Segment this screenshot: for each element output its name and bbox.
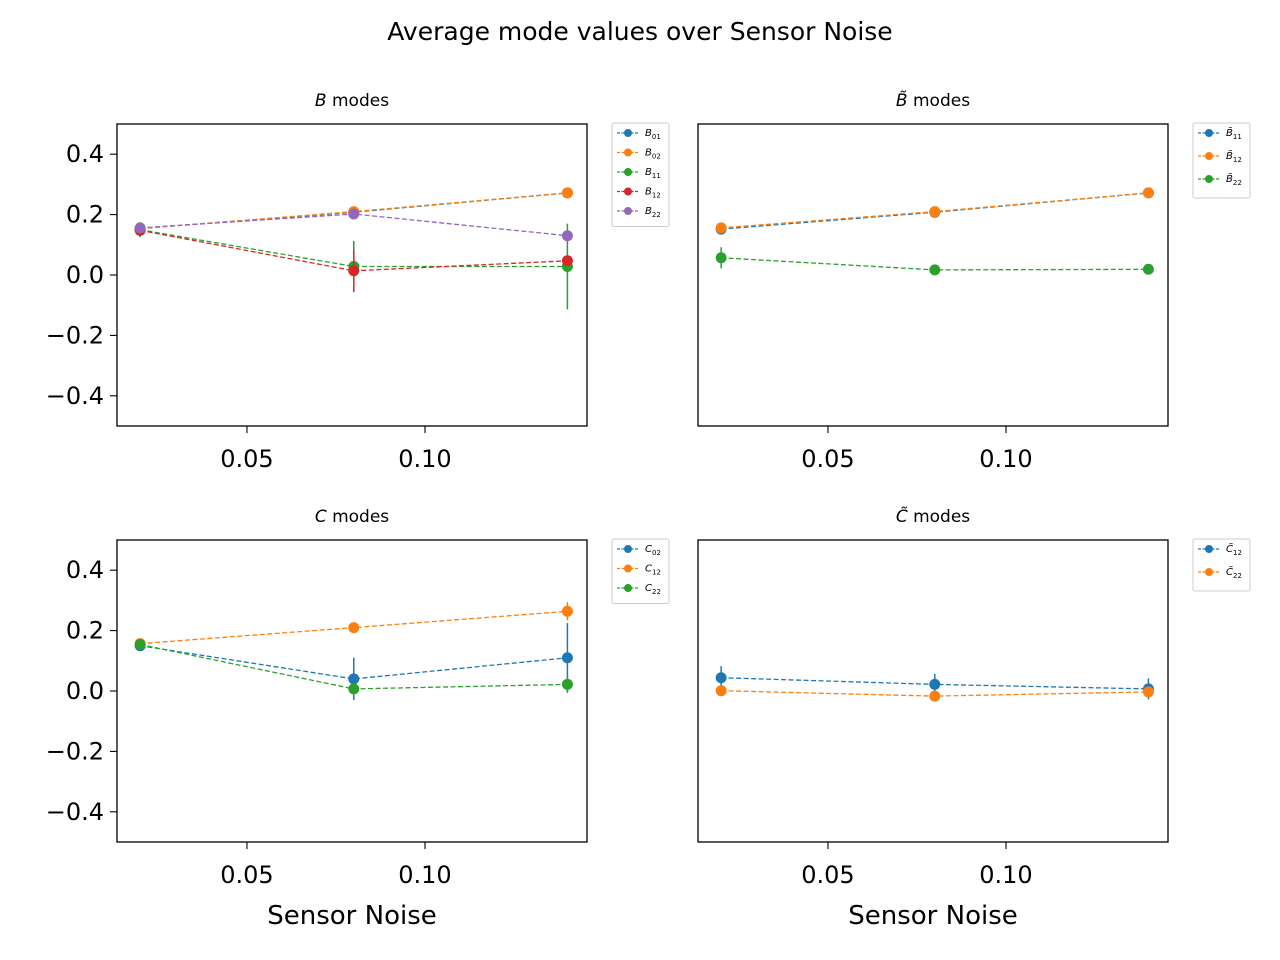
legend-marker (1205, 152, 1213, 160)
x-tick-label: 0.05 (801, 861, 854, 889)
x-tick-label: 0.10 (979, 861, 1032, 889)
legend-marker (624, 148, 632, 157)
plot-frame (697, 539, 1169, 843)
legend-marker (1205, 568, 1213, 576)
data-point (715, 672, 727, 684)
legend-frame (1192, 538, 1251, 592)
y-tick-label: 0.2 (66, 201, 104, 229)
legend: C̃12 C̃22 (1192, 538, 1251, 592)
legend-label: B12 (645, 187, 661, 200)
x-tick-label: 0.05 (220, 445, 273, 473)
legend-marker (624, 564, 632, 573)
panel-c-modes: C modes 0.05 0.10 0.4 0.2 0.0 −0.2 −0.4 Sensor N… (46, 507, 670, 931)
data-point (929, 264, 941, 276)
legend-label: B̃22 (1226, 172, 1242, 187)
panel-title-b-tilde-modes: B̃ modes (896, 90, 970, 111)
legend-marker (624, 207, 632, 215)
series-b-tilde-22 (715, 247, 1154, 276)
x-tick-label: 0.05 (220, 861, 273, 889)
data-point (561, 605, 573, 617)
data-point (1142, 686, 1154, 698)
legend-label: B02 (645, 148, 661, 161)
panel-b-tilde-modes: B̃ modes 0.05 0.10 B̃11 B̃12 B̃22 (697, 90, 1251, 473)
y-tick-label: 0.0 (66, 261, 104, 289)
data-point (1142, 263, 1154, 275)
series-c-tilde-22 (715, 685, 1154, 702)
plot-frame (116, 539, 588, 843)
data-point (715, 222, 727, 234)
y-tick-label: 0.0 (66, 677, 104, 705)
series-line (139, 229, 568, 268)
data-point (561, 652, 573, 664)
y-tick-label: −0.4 (46, 382, 104, 410)
data-point (348, 673, 360, 685)
legend-label: B22 (645, 206, 661, 219)
panel-title-c-modes: C modes (315, 507, 389, 527)
data-point (929, 678, 941, 690)
figure-title: Average mode values over Sensor Noise (387, 17, 892, 46)
data-point (561, 678, 573, 690)
legend-label: B01 (645, 128, 661, 141)
panel-title-c-tilde-modes: C̃ modes (896, 506, 970, 527)
panel-b-modes: B modes 0.05 0.10 0.4 0.2 0.0 −0.2 −0.4 B01 B02 B1… (46, 91, 670, 473)
plot-frame (697, 123, 1169, 427)
data-point (134, 638, 146, 650)
legend-label: C12 (645, 564, 661, 577)
y-tick-label: −0.4 (46, 798, 104, 826)
data-point (348, 265, 360, 277)
legend-marker (624, 584, 632, 592)
legend: C02 C12 C22 (611, 538, 670, 604)
data-point (929, 206, 941, 218)
legend-label: B̃11 (1226, 126, 1242, 141)
legend-label: C02 (645, 544, 661, 557)
legend-label: C̃12 (1226, 542, 1242, 557)
series-b-12 (134, 224, 573, 292)
legend-marker (624, 545, 632, 553)
legend-label: C̃22 (1226, 565, 1242, 580)
series-b-tilde-12 (715, 187, 1154, 234)
legend-marker (1205, 175, 1213, 183)
x-tick-label: 0.05 (801, 445, 854, 473)
y-tick-label: 0.4 (66, 556, 104, 584)
legend-label: B̃12 (1226, 149, 1242, 164)
y-tick-label: −0.2 (46, 321, 104, 349)
y-tick-label: 0.4 (66, 140, 104, 168)
data-point (348, 208, 360, 220)
series-b-22 (134, 208, 573, 242)
data-point (929, 690, 941, 702)
legend: B̃11 B̃12 B̃22 (1192, 122, 1251, 199)
x-axis-label: Sensor Noise (267, 901, 437, 931)
legend: B01 B02 B11 B12 B22 (611, 122, 670, 227)
legend-label: B11 (645, 167, 661, 180)
plot-frame (116, 123, 588, 427)
x-tick-label: 0.10 (398, 861, 451, 889)
legend-marker (1205, 129, 1213, 137)
x-axis-label: Sensor Noise (848, 901, 1018, 931)
x-tick-label: 0.10 (979, 445, 1032, 473)
data-point (561, 230, 573, 242)
legend-marker (624, 187, 632, 196)
panel-c-tilde-modes: C̃ modes 0.05 0.10 Sensor Noise C̃12 C̃22 (697, 506, 1251, 931)
series-line (140, 645, 568, 680)
data-point (348, 622, 360, 634)
data-point (561, 255, 573, 267)
series-c-22 (134, 638, 573, 695)
data-point (348, 683, 360, 695)
data-point (715, 685, 727, 697)
x-tick-label: 0.10 (398, 445, 451, 473)
legend-marker (624, 168, 632, 176)
data-point (715, 252, 727, 264)
panel-title-b-modes: B modes (315, 91, 389, 111)
y-tick-label: −0.2 (46, 737, 104, 765)
series-c-12 (134, 602, 573, 650)
legend-marker (1205, 545, 1213, 553)
legend-marker (624, 129, 632, 137)
legend-frame (611, 122, 670, 227)
data-point (1142, 187, 1154, 199)
data-point (134, 222, 146, 234)
legend-label: C22 (645, 583, 661, 596)
data-point (561, 187, 573, 199)
y-tick-label: 0.2 (66, 617, 104, 645)
